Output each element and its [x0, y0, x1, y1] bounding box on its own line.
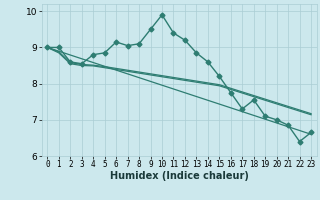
X-axis label: Humidex (Indice chaleur): Humidex (Indice chaleur)	[110, 171, 249, 181]
